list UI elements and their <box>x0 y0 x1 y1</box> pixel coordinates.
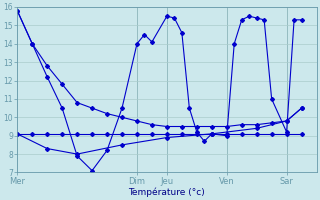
X-axis label: Température (°c): Température (°c) <box>129 187 205 197</box>
